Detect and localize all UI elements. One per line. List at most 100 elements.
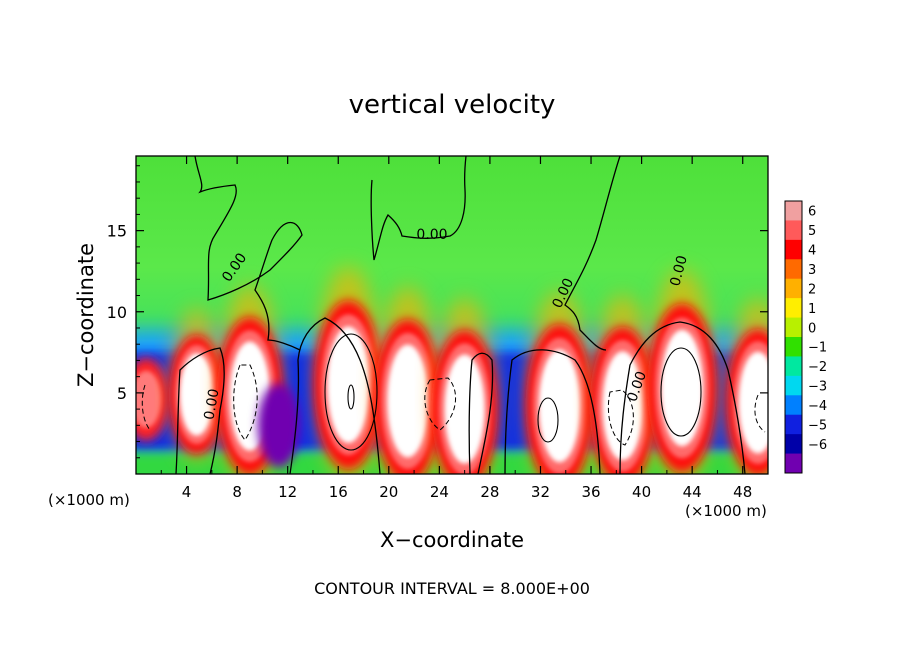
contour-label: 0.00: [201, 388, 222, 421]
cell-core: [179, 353, 214, 436]
x-unit-right: (×1000 m): [685, 502, 767, 520]
velocity-field: [136, 266, 768, 474]
cell-core: [257, 383, 300, 468]
colorbar-label: 6: [808, 205, 816, 220]
colorbar-swatch: [785, 356, 802, 377]
colorbar-label: −1: [808, 341, 827, 356]
inner-contour-d: [660, 347, 702, 437]
colorbar-label: −6: [808, 438, 827, 453]
colorbar-label: −3: [808, 380, 827, 395]
velocity-cell-2: [169, 308, 225, 461]
y-axis-label: Z−coordinate: [74, 243, 98, 387]
velocity-cell-9: [589, 294, 656, 474]
zero-contour-lower-5: [619, 321, 746, 474]
neg-contour-e: [754, 394, 766, 433]
colorbar: 6 5 4 3 2 1 0 −1 −2 −3 −4 −5 −6: [784, 200, 827, 474]
x-tick-label: 28: [480, 483, 499, 501]
neg-contour-b: [233, 364, 258, 441]
velocity-cell-4: [257, 383, 300, 468]
colorbar-swatch: [785, 278, 802, 299]
cell-core: [327, 326, 370, 444]
cell-core: [136, 370, 162, 428]
x-tick-label: 12: [278, 483, 297, 501]
colorbar-swatch: [785, 201, 802, 221]
plot-frame: [135, 155, 769, 475]
velocity-cells: [136, 266, 768, 474]
colorbar-swatch: [785, 434, 802, 455]
cell-core: [444, 354, 485, 464]
contour-label: 0.00: [667, 254, 691, 288]
colorbar-swatch: [785, 337, 802, 357]
velocity-cell-6: [373, 286, 442, 474]
velocity-cell-8: [525, 291, 594, 474]
colorbar-label: 0: [808, 321, 816, 336]
velocity-cell-10: [647, 269, 717, 474]
neg-contour-d: [607, 389, 634, 446]
cell-core: [660, 329, 704, 447]
x-tick-label: 20: [379, 483, 398, 501]
zero-contour-lower-3: [468, 352, 494, 474]
colorbar-swatch: [785, 239, 802, 260]
x-unit-left: (×1000 m): [48, 491, 130, 509]
cell-core: [538, 349, 581, 463]
x-tick-label: 8: [232, 483, 242, 501]
inner-contour-b: [347, 384, 355, 410]
x-tick-label: 44: [683, 483, 702, 501]
cell-core: [738, 351, 768, 454]
colorbar-label: −5: [808, 418, 827, 433]
x-tick-label: 32: [531, 483, 550, 501]
colorbar-swatch: [785, 298, 802, 319]
colorbar-swatch: [785, 259, 802, 280]
y-tick-label: 5: [117, 384, 127, 403]
colorbar-swatch: [785, 317, 802, 338]
inner-contour-a: [324, 333, 378, 451]
zero-contour-lower-2: [289, 317, 381, 474]
x-tick-label: 4: [182, 483, 192, 501]
colorbar-label: −2: [808, 360, 827, 375]
x-axis-label: X−coordinate: [380, 528, 524, 552]
velocity-cell-3: [216, 284, 283, 474]
negative-contours: [141, 364, 766, 446]
velocity-cell-5: [313, 266, 383, 474]
velocity-cell-7: [431, 297, 498, 474]
colorbar-label: 5: [808, 224, 816, 239]
cell-core: [602, 351, 643, 461]
zero-contour-mid: [370, 156, 467, 261]
zero-contour-lower-4: [504, 349, 601, 474]
colorbar-label: 4: [808, 244, 816, 259]
chart-title: vertical velocity: [349, 90, 556, 120]
velocity-cell-1: [136, 357, 169, 441]
x-tick-label: 24: [430, 483, 449, 501]
colorbar-label: 3: [808, 263, 816, 278]
contour-label: 0.00: [416, 227, 447, 243]
colorbar-label: 1: [808, 302, 816, 317]
x-tick-label: 36: [581, 483, 600, 501]
inner-contours: [324, 333, 702, 451]
x-tick-label: 40: [632, 483, 651, 501]
x-axis: 4 8 12 16 20 24 28 32 36 40 44 48: [160, 156, 752, 501]
zero-contour-upper: [194, 156, 303, 351]
neg-contour-a: [141, 384, 151, 431]
zero-contours: [175, 156, 746, 474]
colorbar-swatch: [785, 375, 802, 396]
colorbar-swatch: [785, 395, 802, 416]
cell-core: [387, 344, 429, 458]
zero-contour-right: [564, 156, 621, 351]
inner-contour-c: [537, 397, 559, 443]
colorbar-label: −4: [808, 399, 827, 414]
zero-contour-lower: [175, 347, 225, 474]
colorbar-swatch: [785, 453, 802, 474]
x-tick-label: 48: [733, 483, 752, 501]
colorbar-swatch: [785, 414, 802, 435]
y-axis: 5 10 15: [107, 165, 768, 459]
contour-interval-label: CONTOUR INTERVAL = 8.000E+00: [314, 579, 590, 598]
velocity-cell-11: [726, 298, 768, 474]
colorbar-swatch: [785, 220, 802, 241]
y-tick-label: 15: [107, 222, 127, 241]
y-tick-label: 10: [107, 303, 127, 322]
neg-contour-c: [424, 377, 457, 431]
x-tick-label: 16: [329, 483, 348, 501]
plot-area: 0.000.000.000.000.000.00: [136, 156, 768, 474]
colorbar-frame: [784, 200, 803, 474]
